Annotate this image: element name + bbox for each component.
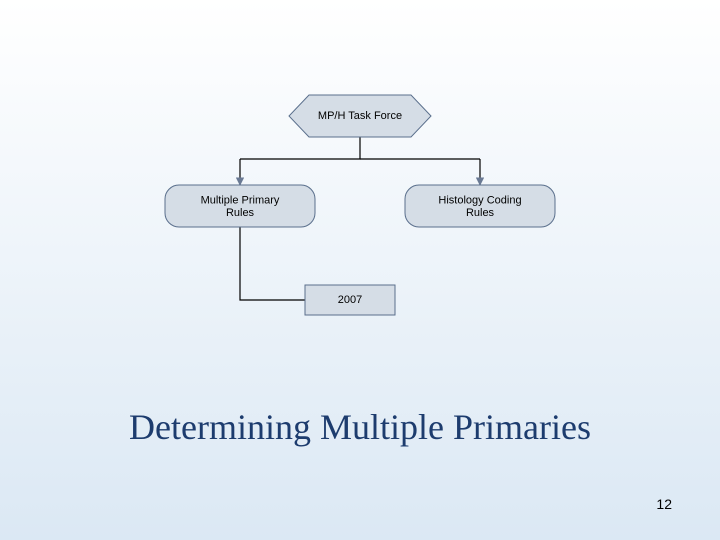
- slide: MP/H Task Force Multiple PrimaryRules Hist…: [0, 0, 720, 540]
- node-right: Histology CodingRules: [405, 185, 555, 227]
- slide-heading: Determining Multiple Primaries: [0, 406, 720, 448]
- node-left: Multiple PrimaryRules: [165, 185, 315, 227]
- svg-text:MP/H Task Force: MP/H Task Force: [318, 110, 402, 122]
- node-year: 2007: [305, 285, 395, 315]
- svg-text:2007: 2007: [338, 294, 362, 306]
- node-top: MP/H Task Force: [289, 95, 431, 137]
- page-number: 12: [656, 496, 672, 512]
- flowchart: MP/H Task Force Multiple PrimaryRules Hist…: [0, 0, 720, 360]
